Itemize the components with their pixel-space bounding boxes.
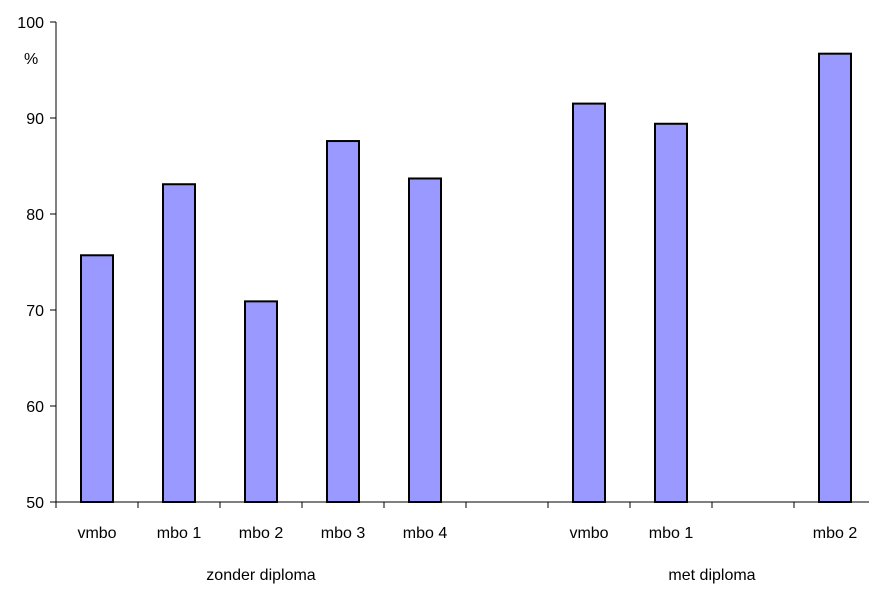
y-axis-label: % — [24, 51, 38, 68]
bar — [80, 254, 114, 503]
bar — [244, 300, 278, 503]
y-tick-label: 100 — [17, 15, 44, 32]
x-tick-label: mbo 1 — [649, 525, 694, 542]
bar — [654, 122, 688, 503]
x-tick-label: mbo 1 — [157, 525, 202, 542]
x-tick-label: mbo 2 — [239, 525, 284, 542]
group-label: zonder diploma — [206, 567, 316, 584]
x-tick-label: mbo 4 — [403, 525, 448, 542]
y-tick-label: 90 — [26, 111, 44, 128]
bar — [408, 177, 442, 503]
bar — [572, 102, 606, 503]
x-tick-label: mbo 2 — [813, 525, 858, 542]
bar — [818, 52, 852, 504]
bar — [162, 183, 196, 504]
group-label: met diploma — [668, 567, 755, 584]
x-tick-label: vmbo — [77, 525, 116, 542]
x-tick-label: mbo 3 — [321, 525, 366, 542]
bar — [326, 140, 360, 503]
y-tick-label: 50 — [26, 495, 44, 512]
x-tick-label: vmbo — [569, 525, 608, 542]
y-tick-label: 60 — [26, 399, 44, 416]
y-tick-label: 70 — [26, 303, 44, 320]
y-tick-label: 80 — [26, 207, 44, 224]
